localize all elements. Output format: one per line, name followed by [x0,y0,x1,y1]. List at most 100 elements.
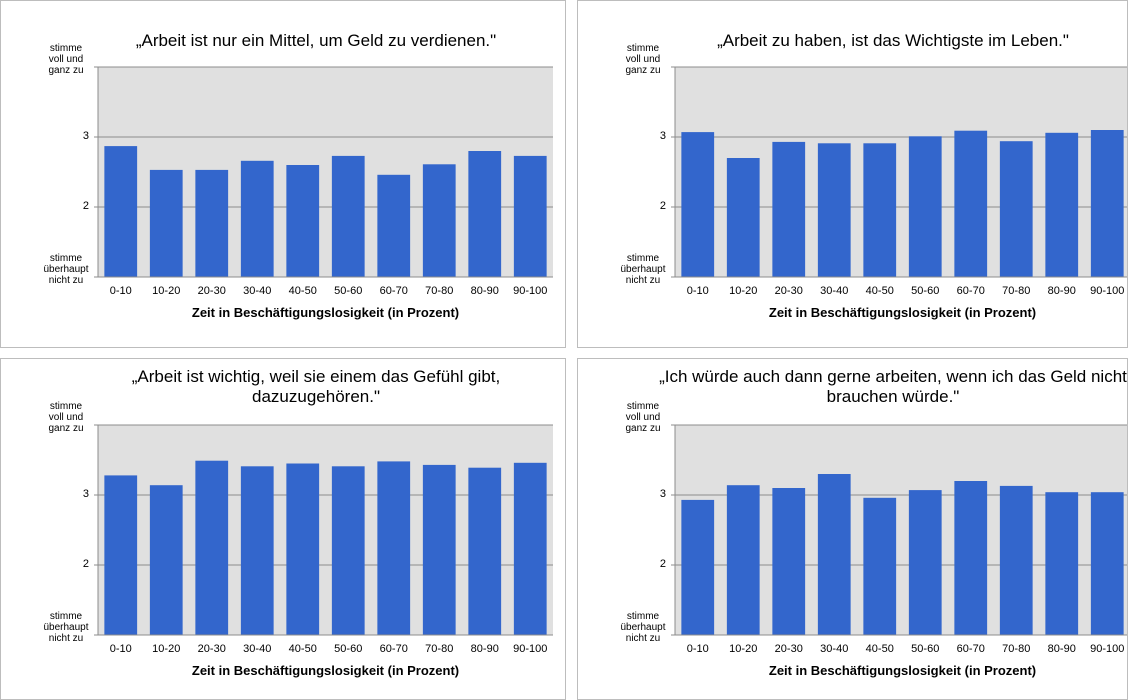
x-tick-label: 10-20 [729,643,758,655]
x-axis-title: Zeit in Beschäftigungslosigkeit (in Proz… [768,305,1037,320]
y-tick-label: stimme voll und ganz zu [625,400,661,434]
bar [1045,132,1079,277]
y-tick-label: 2 [659,558,666,570]
bar [149,169,183,277]
x-tick-label: 80-90 [1047,643,1076,655]
x-tick-label: 60-70 [956,285,985,297]
bar [422,164,456,277]
x-tick-label: 50-60 [334,643,363,655]
x-tick-label: 80-90 [470,643,499,655]
bar [331,466,365,635]
bar [954,130,988,277]
chart-title: „Ich würde auch dann gerne arbeiten, wen… [659,367,1127,406]
bar [240,466,274,635]
bar [726,158,760,277]
bar [149,485,183,635]
x-tick-label: 10-20 [729,285,758,297]
y-tick-label: 3 [659,488,666,500]
chart [94,66,553,278]
y-tick-label: 2 [82,558,89,570]
y-tick-label: stimme voll und ganz zu [48,400,84,434]
y-tick-label: 3 [659,130,666,142]
bar [681,132,715,277]
bar [513,462,547,635]
x-tick-label: 50-60 [911,285,940,297]
x-tick-label: 40-50 [288,285,317,297]
bar [286,165,320,277]
bar [817,143,851,277]
bar [908,136,942,277]
x-tick-label: 90-100 [513,643,548,655]
chart-panel: stimme überhaupt nicht zu 2 3 stimme voll u… [0,0,566,348]
x-tick-label: 50-60 [334,285,363,297]
y-tick-label: 3 [82,488,89,500]
bar [999,141,1033,277]
bar [772,141,806,277]
x-tick-label: 0-10 [109,643,132,655]
x-tick-label: 90-100 [1090,285,1125,297]
bar [513,155,547,277]
x-tick-label: 70-80 [425,285,454,297]
x-tick-label: 80-90 [470,285,499,297]
bar [1045,492,1079,635]
bar [468,467,502,635]
x-tick-label: 70-80 [1002,643,1031,655]
x-tick-label: 60-70 [379,285,408,297]
bar [195,169,229,277]
chart-panel: stimme überhaupt nicht zu 2 3 stimme voll u… [0,358,566,700]
x-tick-label: 10-20 [152,285,181,297]
x-axis-title: Zeit in Beschäftigungslosigkeit (in Proz… [768,663,1037,678]
y-tick-label: stimme überhaupt nicht zu [43,610,89,644]
chart [671,424,1127,636]
bar [1090,130,1124,277]
bar [681,499,715,635]
x-tick-label: 0-10 [109,285,132,297]
bar [863,143,897,277]
bar [908,490,942,635]
x-tick-label: 30-40 [243,285,272,297]
x-tick-label: 90-100 [1090,643,1125,655]
y-tick-label: stimme überhaupt nicht zu [620,252,666,286]
bar [377,461,411,635]
x-tick-label: 20-30 [197,643,226,655]
y-tick-label: 2 [659,200,666,212]
x-tick-label: 50-60 [911,643,940,655]
x-tick-label: 70-80 [425,643,454,655]
x-tick-label: 90-100 [513,285,548,297]
bar [726,485,760,635]
y-tick-label: stimme voll und ganz zu [625,42,661,76]
x-tick-label: 40-50 [865,643,894,655]
x-tick-label: 30-40 [820,285,849,297]
x-tick-label: 60-70 [379,643,408,655]
bar [422,464,456,635]
chart-title: „Arbeit ist nur ein Mittel, um Geld zu v… [135,31,497,50]
chart-panel: stimme überhaupt nicht zu 2 3 stimme voll u… [577,358,1128,700]
chart-title: „Arbeit ist wichtig, weil sie einem das … [131,367,501,406]
bar [954,481,988,635]
y-tick-label: stimme voll und ganz zu [48,42,84,76]
bar [104,475,138,635]
bar [1090,492,1124,635]
bar [772,488,806,635]
chart [671,66,1127,278]
x-axis-title: Zeit in Beschäftigungslosigkeit (in Proz… [191,663,460,678]
x-tick-label: 40-50 [288,643,317,655]
bar [286,463,320,635]
bar [817,474,851,635]
x-tick-label: 20-30 [197,285,226,297]
x-tick-label: 30-40 [243,643,272,655]
y-tick-label: stimme überhaupt nicht zu [620,610,666,644]
y-tick-label: 2 [82,200,89,212]
x-axis-title: Zeit in Beschäftigungslosigkeit (in Proz… [191,305,460,320]
x-tick-label: 0-10 [686,285,709,297]
bar [104,146,138,277]
x-tick-label: 30-40 [820,643,849,655]
x-tick-label: 10-20 [152,643,181,655]
x-tick-label: 20-30 [774,643,803,655]
y-tick-label: stimme überhaupt nicht zu [43,252,89,286]
bar [468,151,502,277]
x-tick-label: 40-50 [865,285,894,297]
x-tick-label: 20-30 [774,285,803,297]
bar [999,485,1033,635]
